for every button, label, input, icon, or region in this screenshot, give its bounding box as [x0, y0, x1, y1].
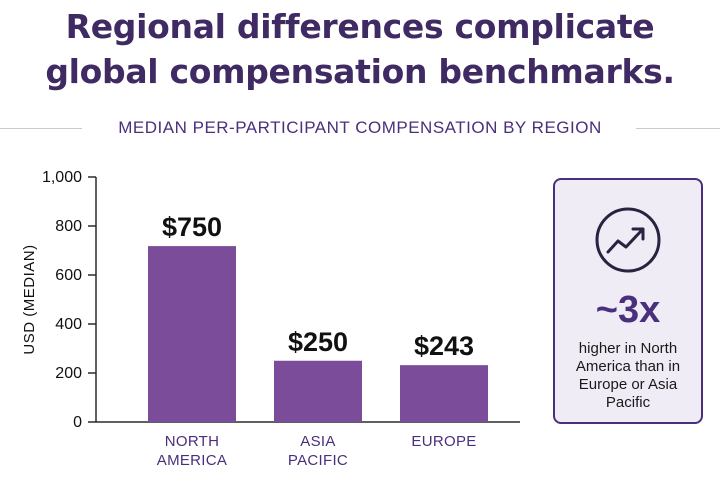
bar	[148, 246, 236, 422]
left-rule	[0, 128, 82, 129]
bar-data-label: $243	[414, 331, 474, 361]
y-tick-label: 600	[55, 267, 82, 284]
callout-description: higher in North America than in Europe o…	[575, 340, 681, 411]
y-tick-label: 0	[73, 414, 82, 431]
bar-data-label: $250	[288, 327, 348, 357]
callout-box: ~3x higher in North America than in Euro…	[553, 178, 703, 424]
x-category-label: ASIA	[300, 433, 335, 450]
x-category-label: PACIFIC	[288, 452, 348, 469]
x-category-label: NORTH	[165, 433, 220, 450]
y-tick-label: 200	[55, 365, 82, 382]
y-tick-label: 400	[55, 316, 82, 333]
headline: Regional differences complicate global c…	[0, 4, 720, 94]
y-tick-label: 800	[55, 218, 82, 235]
bar	[274, 360, 362, 422]
x-category-label: EUROPE	[411, 433, 476, 450]
trend-up-icon	[595, 207, 661, 273]
bar-chart: USD (MEDIAN) 0 200 400 600 800 1,000 $750 NORTH A…	[21, 169, 520, 469]
y-tick-label: 1,000	[42, 169, 82, 186]
chart-subtitle: MEDIAN PER-PARTICIPANT COMPENSATION BY R…	[118, 118, 602, 137]
callout-multiplier: ~3x	[595, 289, 661, 331]
y-axis-title: USD (MEDIAN)	[21, 244, 38, 354]
headline-line-1: Regional differences complicate	[65, 7, 655, 46]
x-category-label: AMERICA	[157, 452, 227, 469]
bar-data-label: $750	[162, 212, 222, 242]
bar	[400, 365, 488, 422]
subtitle-row: MEDIAN PER-PARTICIPANT COMPENSATION BY R…	[0, 114, 720, 142]
headline-line-2: global compensation benchmarks.	[45, 52, 675, 91]
right-rule	[636, 128, 720, 129]
